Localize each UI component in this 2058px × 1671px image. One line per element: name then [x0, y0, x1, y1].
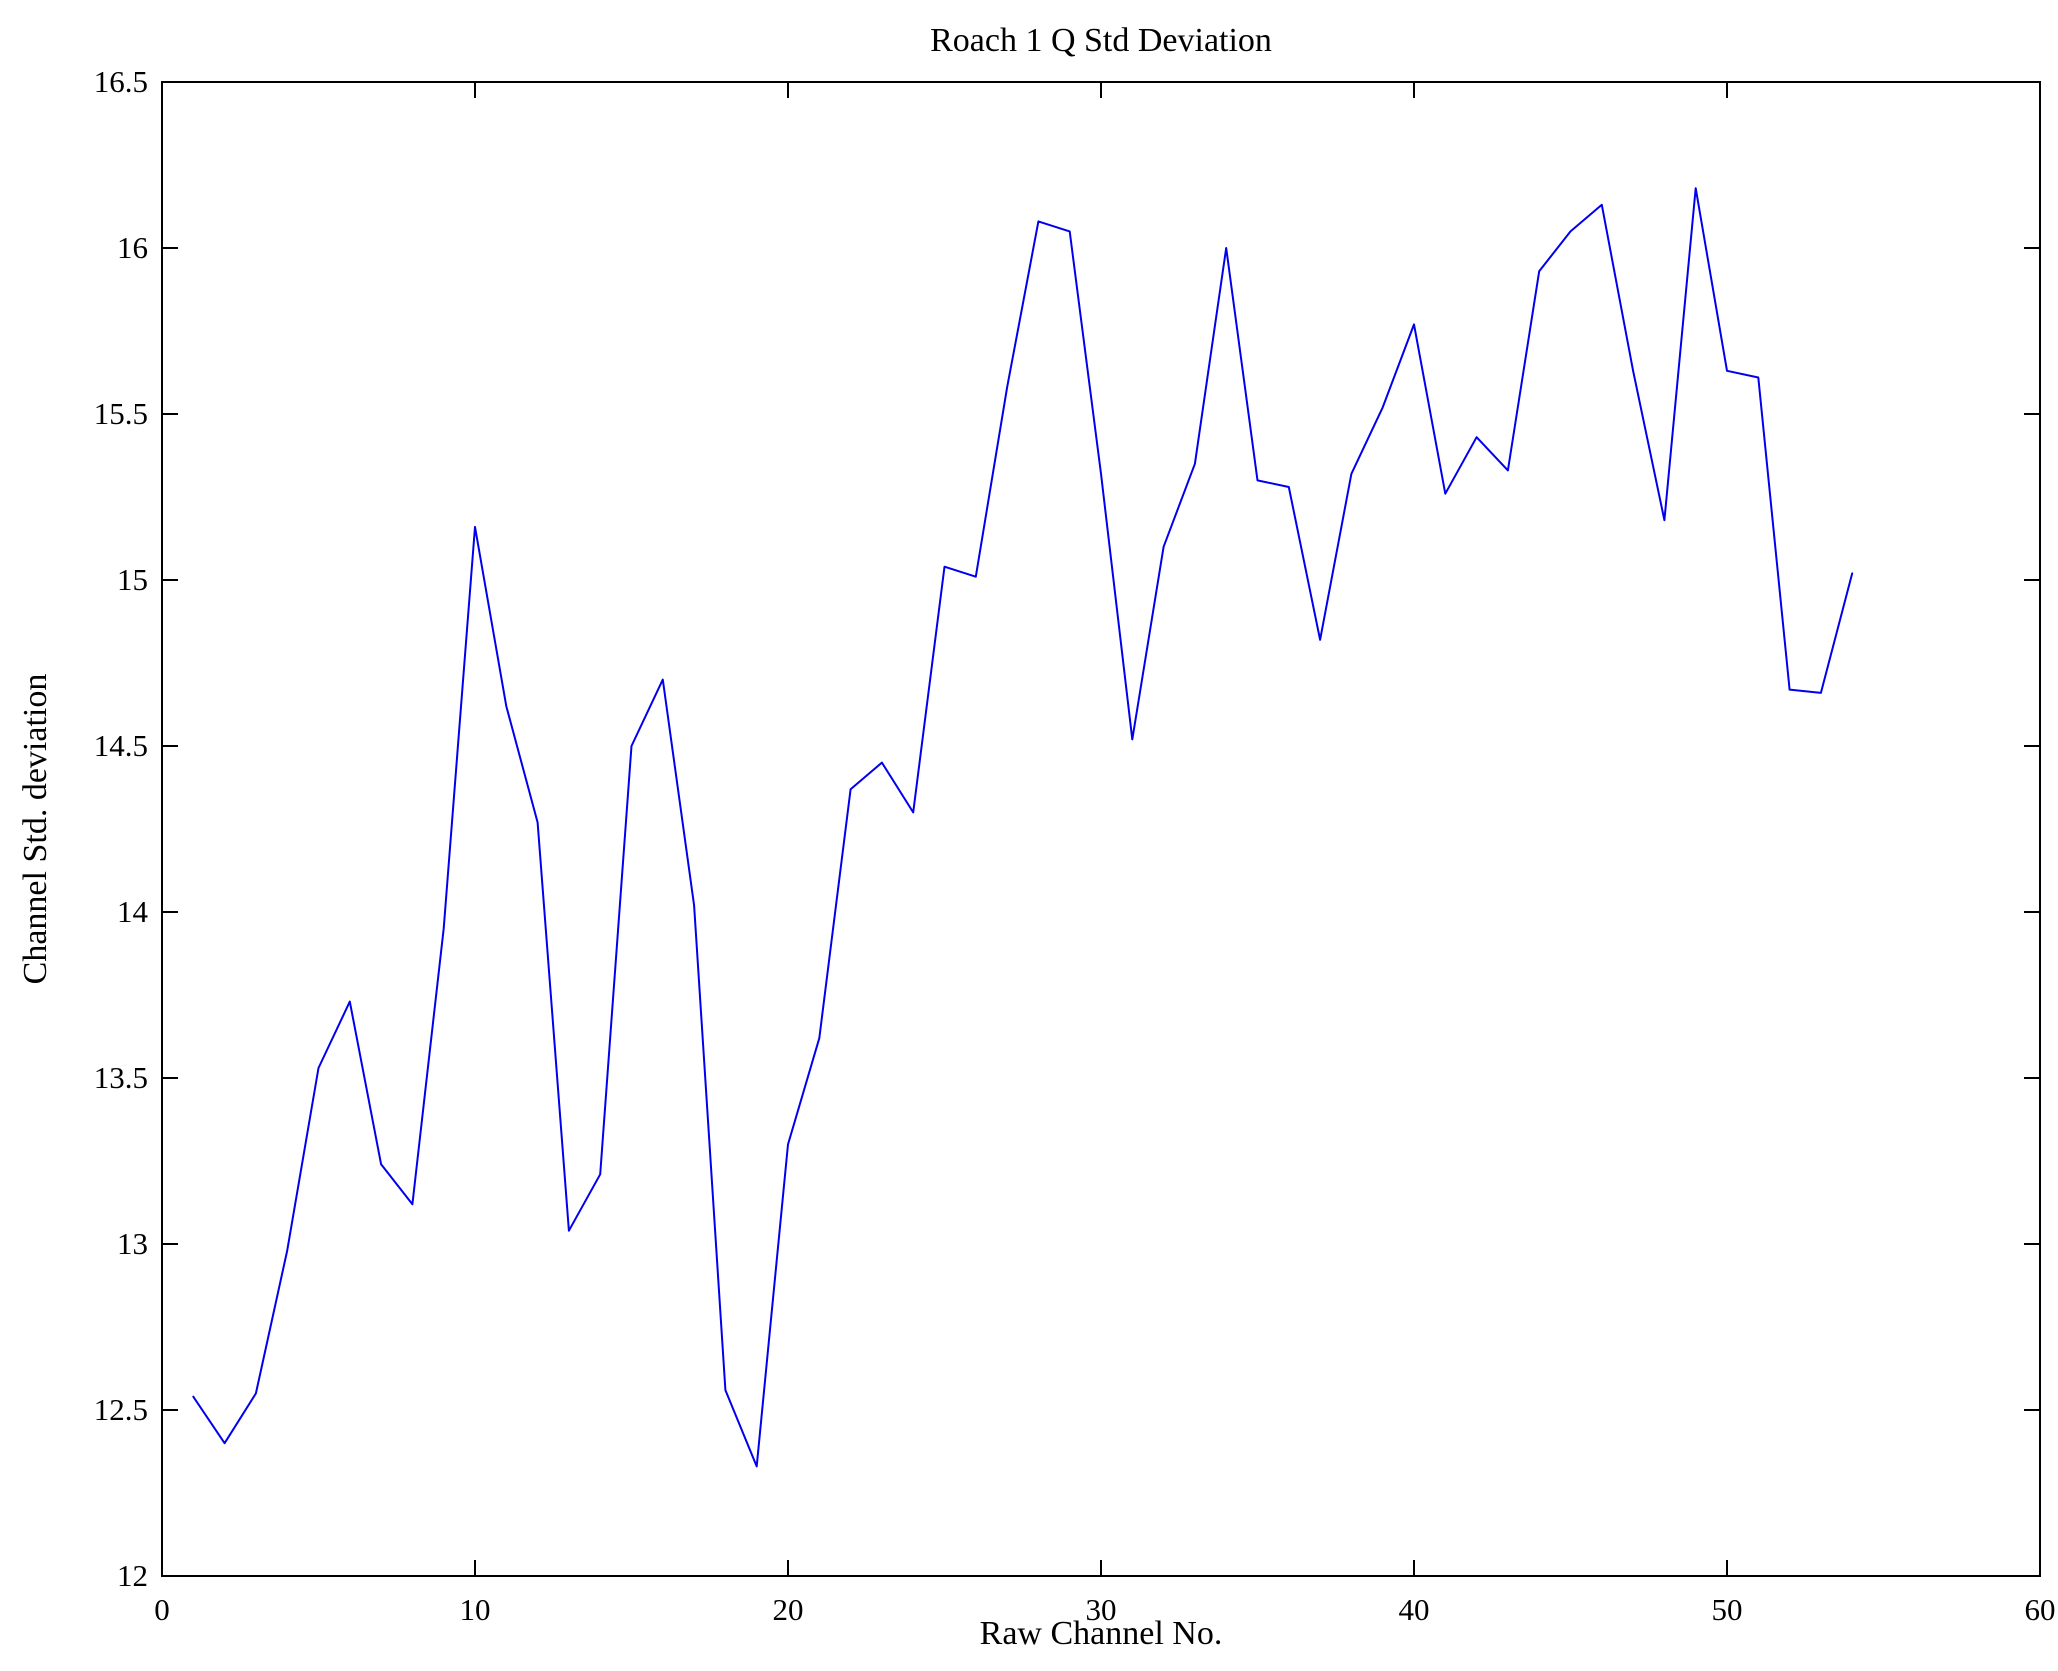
x-tick-label: 20	[773, 1592, 804, 1627]
axes-frame	[161, 81, 2041, 1577]
x-tick-label: 30	[1086, 1592, 1117, 1627]
y-tick-label: 15.5	[94, 396, 148, 431]
y-tick-label: 13.5	[94, 1060, 148, 1095]
x-tick-label: 60	[2025, 1592, 2056, 1627]
y-tick-label: 15	[117, 562, 148, 597]
x-tick-label: 40	[1399, 1592, 1430, 1627]
y-tick-label: 14	[117, 894, 149, 929]
y-tick-label: 14.5	[94, 728, 148, 763]
x-axis-label: Raw Channel No.	[979, 1615, 1223, 1652]
y-tick-label: 12	[117, 1558, 148, 1593]
y-tick-label: 13	[117, 1226, 148, 1261]
x-tick-label: 50	[1712, 1592, 1743, 1627]
x-tick-label: 10	[460, 1592, 491, 1627]
y-tick-label: 16	[117, 230, 148, 265]
data-series-line	[192, 187, 1854, 1468]
chart-title: Roach 1 Q Std Deviation	[930, 22, 1272, 59]
y-tick-label: 12.5	[94, 1392, 148, 1427]
y-tick-label: 16.5	[94, 64, 148, 99]
x-tick-label: 0	[154, 1592, 170, 1627]
